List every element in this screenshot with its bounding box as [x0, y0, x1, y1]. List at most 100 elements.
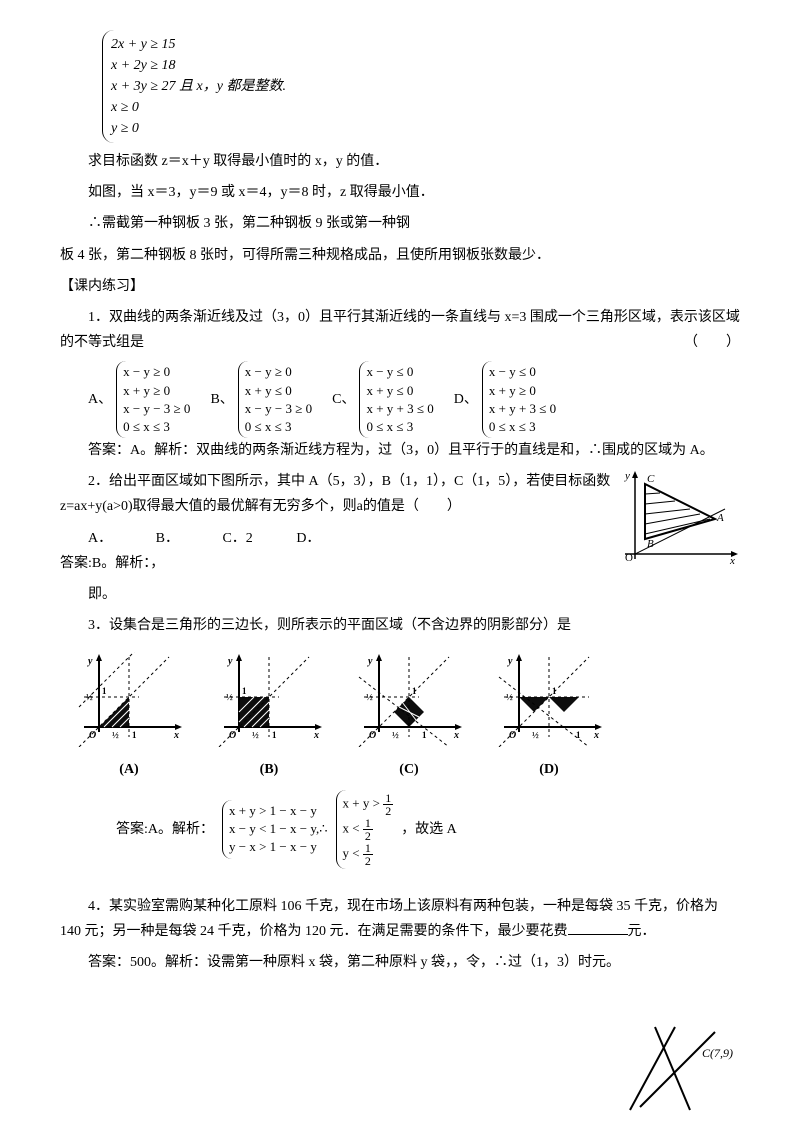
q2-answer-line2: 即。: [60, 582, 740, 607]
opt-row: x + y ≥ 0: [123, 382, 190, 400]
opt-row: 0 ≤ x ≤ 3: [366, 418, 433, 436]
svg-text:x: x: [593, 730, 599, 741]
opt-row: x − y − 3 ≥ 0: [245, 400, 312, 418]
svg-text:O: O: [229, 730, 236, 741]
opt-row: x + y ≤ 0: [245, 382, 312, 400]
q3-answer-tail: ，故选 A: [401, 817, 457, 842]
option-b: B、 x − y ≥ 0 x + y ≤ 0 x − y − 3 ≥ 0 0 ≤…: [210, 361, 312, 438]
svg-text:1: 1: [576, 730, 581, 740]
plot-b: O x y ½ 1 ½ 1 (B): [214, 652, 324, 781]
opt-row: x − y ≥ 0: [123, 363, 190, 381]
svg-text:x: x: [313, 730, 319, 741]
svg-text:½: ½: [366, 692, 373, 702]
svg-text:x: x: [173, 730, 179, 741]
svg-text:O: O: [625, 552, 633, 564]
svg-text:y: y: [367, 656, 373, 667]
svg-text:O: O: [89, 730, 96, 741]
q4-answer: 答案：500。解析：设需第一种原料 x 袋，第二种原料 y 袋，，令，∴过（1，…: [60, 950, 740, 975]
fill-blank: [568, 934, 628, 935]
q3-answer-prefix: 答案:A。解析：: [116, 817, 214, 842]
svg-text:x: x: [729, 555, 735, 567]
svg-text:½: ½: [532, 730, 539, 740]
top-constraint-system: 2x + y ≥ 15 x + 2y ≥ 18 x + 3y ≥ 27 且 x，…: [60, 30, 740, 143]
sys-row: x ≥ 0: [111, 97, 286, 118]
plot-c: O x y ½ 1 ½ 1 (C): [354, 652, 464, 781]
svg-text:B: B: [647, 538, 654, 550]
sys-row: x + 3y ≥ 27 且 x，y 都是整数.: [111, 76, 286, 97]
sys-row: x + 2y ≥ 18: [111, 55, 286, 76]
question-1-options: A、 x − y ≥ 0 x + y ≥ 0 x − y − 3 ≥ 0 0 ≤…: [60, 361, 740, 438]
option-d: D、 x − y ≤ 0 x + y ≥ 0 x + y + 3 ≤ 0 0 ≤…: [454, 361, 556, 438]
plot-d: O x y ½ 1 ½ 1 (D): [494, 652, 604, 781]
svg-text:1: 1: [242, 686, 247, 696]
sys-row: x + y > 1 − x − y: [229, 802, 328, 820]
opt-row: x + y ≥ 0: [489, 382, 556, 400]
svg-text:y: y: [87, 656, 93, 667]
svg-text:1: 1: [102, 686, 107, 696]
opt-row: 0 ≤ x ≤ 3: [123, 418, 190, 436]
sys-row: y − x > 1 − x − y: [229, 838, 328, 856]
svg-text:½: ½: [86, 692, 93, 702]
q3-system-1: x + y > 1 − x − y x − y < 1 − x − y,∴ y …: [222, 800, 328, 859]
paragraph: 板 4 张，第二种钢板 8 张时，可得所需三种规格成品，且使所用钢板张数最少．: [60, 243, 740, 268]
question-4-text: 4．某实验室需购某种化工原料 106 千克，现在市场上该原料有两种包装，一种是每…: [60, 894, 740, 944]
answer-blank-paren: （ ）: [656, 330, 740, 355]
question-1-text: 1．双曲线的两条渐近线及过（3，0）且平行其渐近线的一条直线与 x=3 围成一个…: [60, 305, 740, 355]
svg-text:½: ½: [112, 730, 119, 740]
opt-row: 0 ≤ x ≤ 3: [245, 418, 312, 436]
opt-row: x − y − 3 ≥ 0: [123, 400, 190, 418]
svg-text:y: y: [227, 656, 233, 667]
opt-row: 0 ≤ x ≤ 3: [489, 418, 556, 436]
q2-triangle-figure: O x y A B C: [620, 469, 740, 569]
svg-text:y: y: [624, 470, 630, 482]
plot-c-label: (C): [354, 757, 464, 782]
option-a: A．: [88, 526, 112, 551]
q4-unit: 元．: [628, 924, 656, 939]
opt-row: x + y ≤ 0: [366, 382, 433, 400]
svg-text:O: O: [509, 730, 516, 741]
svg-text:1: 1: [272, 730, 277, 740]
svg-text:1: 1: [412, 686, 417, 696]
option-b: B．: [156, 526, 179, 551]
q3-system-2: x + y > 12 x < 12 y < 12: [336, 790, 394, 869]
svg-text:O: O: [369, 730, 376, 741]
plot-a: O x y ½ 1 ½ 1 (A): [74, 652, 184, 781]
section-heading: 【课内练习】: [60, 274, 740, 299]
paragraph: ∴需截第一种钢板 3 张，第二种钢板 9 张或第一种钢: [60, 211, 740, 236]
svg-text:½: ½: [226, 692, 233, 702]
svg-text:C(7,9): C(7,9): [702, 1046, 733, 1060]
opt-row: x − y ≤ 0: [489, 363, 556, 381]
sys-row: x + y > 12: [343, 792, 394, 817]
svg-text:x: x: [453, 730, 459, 741]
option-c: C．2: [222, 526, 252, 551]
q3-answer: 答案:A。解析： x + y > 1 − x − y x − y < 1 − x…: [60, 790, 740, 869]
svg-text:A: A: [716, 512, 724, 524]
q4-body: 4．某实验室需购某种化工原料 106 千克，现在市场上该原料有两种包装，一种是每…: [60, 899, 718, 939]
opt-row: x + y + 3 ≤ 0: [489, 400, 556, 418]
svg-text:½: ½: [252, 730, 259, 740]
option-d: D．: [296, 526, 320, 551]
svg-text:½: ½: [506, 692, 513, 702]
svg-text:1: 1: [422, 730, 427, 740]
option-c: C、 x − y ≤ 0 x + y ≤ 0 x + y + 3 ≤ 0 0 ≤…: [332, 361, 434, 438]
plot-b-label: (B): [214, 757, 324, 782]
svg-text:C: C: [647, 473, 655, 485]
plot-a-label: (A): [74, 757, 184, 782]
bottom-figure: C(7,9): [620, 1022, 740, 1112]
opt-row: x − y ≥ 0: [245, 363, 312, 381]
q3-plot-row: O x y ½ 1 ½ 1 (A) O x y ½ 1 ½ 1: [60, 652, 740, 781]
svg-text:½: ½: [392, 730, 399, 740]
sys-row: y ≥ 0: [111, 118, 286, 139]
q1-answer: 答案：A。解析：双曲线的两条渐近线方程为，过（3，0）且平行于的直线是和，∴围成…: [60, 438, 740, 463]
opt-row: x + y + 3 ≤ 0: [366, 400, 433, 418]
question-3-text: 3．设集合是三角形的三边长，则所表示的平面区域（不含边界的阴影部分）是: [60, 613, 740, 638]
opt-row: x − y ≤ 0: [366, 363, 433, 381]
sys-row: y < 12: [343, 842, 394, 867]
svg-text:1: 1: [132, 730, 137, 740]
paragraph: 如图，当 x＝3，y＝9 或 x＝4，y＝8 时，z 取得最小值．: [60, 180, 740, 205]
svg-text:1: 1: [552, 686, 557, 696]
sys-row: 2x + y ≥ 15: [111, 34, 286, 55]
option-a: A、 x − y ≥ 0 x + y ≥ 0 x − y − 3 ≥ 0 0 ≤…: [88, 361, 190, 438]
sys-row: x − y < 1 − x − y,∴: [229, 820, 328, 838]
sys-row: x < 12: [343, 817, 394, 842]
